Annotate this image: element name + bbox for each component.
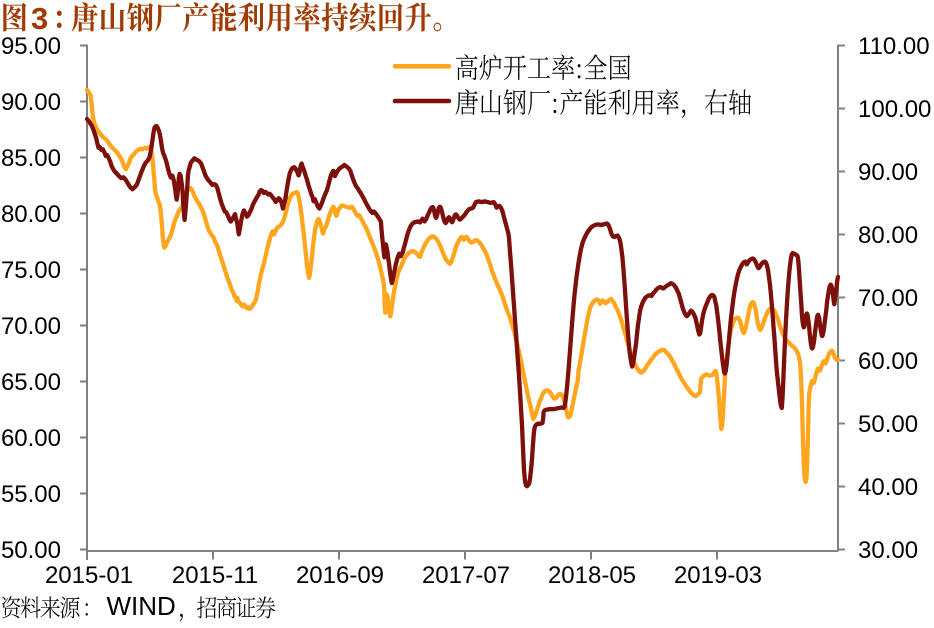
svg-text:2015-11: 2015-11	[172, 562, 258, 589]
svg-text:40.00: 40.00	[858, 474, 918, 501]
svg-text:80.00: 80.00	[858, 222, 918, 249]
svg-text:3: 3	[31, 1, 48, 36]
svg-text:60.00: 60.00	[858, 348, 918, 375]
svg-text:95.00: 95.00	[1, 33, 61, 60]
svg-text:60.00: 60.00	[1, 425, 61, 452]
svg-text:50.00: 50.00	[1, 537, 61, 564]
svg-text:65.00: 65.00	[1, 369, 61, 396]
svg-text:110.00: 110.00	[858, 33, 930, 60]
svg-text:85.00: 85.00	[1, 145, 61, 172]
svg-text:70.00: 70.00	[1, 313, 61, 340]
svg-text:2015-01: 2015-01	[45, 562, 133, 589]
svg-text:100.00: 100.00	[858, 96, 931, 123]
svg-text:2016-09: 2016-09	[296, 562, 384, 589]
svg-text:2018-05: 2018-05	[548, 562, 636, 589]
svg-text:80.00: 80.00	[1, 201, 61, 228]
svg-text:90.00: 90.00	[1, 89, 61, 116]
svg-text:WIND: WIND	[107, 591, 176, 621]
svg-text:75.00: 75.00	[1, 257, 61, 284]
svg-text:2019-03: 2019-03	[674, 562, 762, 589]
svg-text:70.00: 70.00	[858, 285, 918, 312]
svg-text:2017-07: 2017-07	[422, 562, 510, 589]
svg-text:50.00: 50.00	[858, 411, 918, 438]
svg-text:30.00: 30.00	[858, 537, 918, 564]
svg-text:55.00: 55.00	[1, 481, 61, 508]
svg-text:90.00: 90.00	[858, 159, 918, 186]
